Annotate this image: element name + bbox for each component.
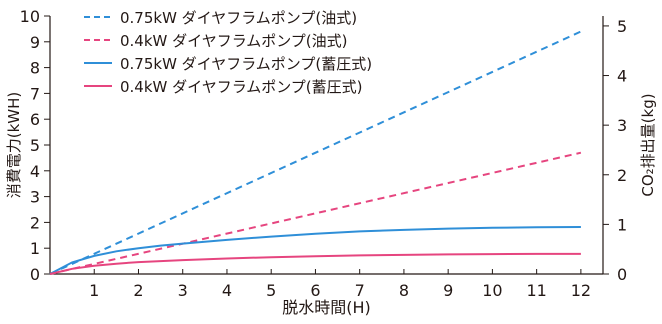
legend-label-3: 0.75kW ダイヤフラムポンプ(蓄圧式) <box>120 55 372 73</box>
y-tick-label: 3 <box>30 188 40 207</box>
legend-label-2: 0.4kW ダイヤフラムポンプ(油式) <box>120 32 348 50</box>
x-tick-label: 5 <box>266 281 276 300</box>
series-layer <box>49 30 582 275</box>
x-tick-label: 4 <box>222 281 232 300</box>
y2-tick-label: 0 <box>617 265 627 284</box>
y-tick-label: 2 <box>30 213 40 232</box>
y-axis-title: 消費電力(kWH) <box>5 92 23 199</box>
x-axis-title: 脱水時間(H) <box>282 298 371 317</box>
series-line-4 <box>49 252 581 275</box>
y-tick-label: 6 <box>30 110 40 129</box>
x-tick-label: 12 <box>571 281 591 300</box>
y2-tick-label: 3 <box>617 116 627 135</box>
x-tick-label: 6 <box>310 281 320 300</box>
y-tick-label: 4 <box>30 162 40 181</box>
series-line-3 <box>49 226 581 275</box>
y2-tick-label: 2 <box>617 166 627 185</box>
y-tick-label: 5 <box>30 136 40 155</box>
y2-tick-label: 5 <box>617 17 627 36</box>
x-tick-label: 1 <box>89 281 99 300</box>
y2-tick-label: 1 <box>617 215 627 234</box>
x-tick-label: 10 <box>482 281 502 300</box>
x-tick-label: 11 <box>526 281 546 300</box>
y-tick-label: 9 <box>30 33 40 52</box>
legend-label-1: 0.75kW ダイヤフラムポンプ(油式) <box>120 9 357 27</box>
y-tick-label: 0 <box>30 265 40 284</box>
x-tick-label: 2 <box>133 281 143 300</box>
series-line-1 <box>49 30 582 275</box>
y2-tick-label: 4 <box>617 67 627 86</box>
y-tick-label: 10 <box>20 7 40 26</box>
x-tick-label: 7 <box>355 281 365 300</box>
x-tick-label: 9 <box>443 281 453 300</box>
y2-axis-title: CO₂排出量(kg) <box>639 93 657 196</box>
y-tick-label: 7 <box>30 84 40 103</box>
legend-label-4: 0.4kW ダイヤフラムポンプ(蓄圧式) <box>120 78 363 96</box>
series-line-2 <box>49 151 582 275</box>
y-tick-label: 8 <box>30 59 40 78</box>
x-tick-label: 3 <box>178 281 188 300</box>
x-tick-label: 8 <box>399 281 409 300</box>
y-tick-label: 1 <box>30 239 40 258</box>
legend: 0.75kW ダイヤフラムポンプ(油式) 0.4kW ダイヤフラムポンプ(油式) 0… <box>84 9 372 96</box>
